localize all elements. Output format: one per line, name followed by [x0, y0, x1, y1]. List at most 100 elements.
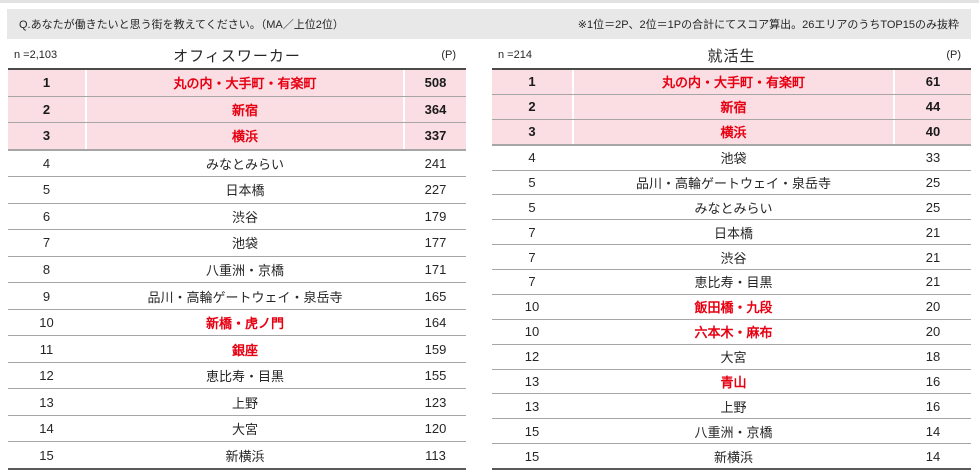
table-row: 7 日本橋 21: [492, 220, 971, 246]
rank-cell: 15: [524, 423, 540, 439]
rank-cell: 7: [528, 249, 536, 265]
score-cell: 25: [925, 199, 941, 215]
top-divider: [0, 0, 979, 3]
rank-cell: 1: [528, 74, 536, 90]
table-row: 12 恵比寿・目黒 155: [8, 363, 466, 390]
table-row: 15 新横浜 113: [8, 442, 466, 470]
score-cell: 21: [925, 249, 941, 265]
table-row: 3 横浜 337: [8, 123, 466, 151]
area-name-cell: 上野: [231, 395, 258, 411]
rank-cell: 3: [42, 128, 51, 144]
rank-cell: 1: [42, 75, 51, 91]
table-row: 8 八重洲・京橋 171: [8, 257, 466, 284]
area-name-cell: 渋谷: [231, 209, 258, 225]
table-row: 5 品川・高輪ゲートウェイ・泉岳寺 25: [492, 171, 971, 196]
rank-cell: 13: [39, 394, 54, 410]
rank-cell: 3: [528, 124, 536, 140]
area-name-cell: 新橋・虎ノ門: [205, 316, 284, 332]
table-row: 5 みなとみらい 25: [492, 195, 971, 221]
table-header: n =2,103 オフィスワーカー (P): [8, 42, 466, 70]
rank-cell: 13: [524, 398, 540, 414]
rank-cell: 9: [42, 288, 51, 304]
score-cell: 61: [925, 74, 941, 90]
question-text: Q.あなたが働きたいと思う街を教えてください。（MA／上位2位）: [19, 19, 344, 31]
area-name-cell: 上野: [720, 399, 747, 415]
table-row: 4 池袋 33: [492, 146, 971, 171]
score-cell: 16: [925, 398, 941, 414]
points-unit-label: (P): [441, 49, 456, 61]
area-name-cell: 日本橋: [713, 225, 753, 241]
score-cell: 337: [424, 128, 447, 144]
score-cell: 18: [925, 349, 941, 365]
table-row: 6 渋谷 179: [8, 204, 466, 231]
rank-cell: 10: [524, 299, 540, 315]
table-row: 1 丸の内・大手町・有楽町 61: [492, 70, 971, 95]
score-cell: 165: [424, 288, 447, 304]
table-row: 15 八重洲・京橋 14: [492, 419, 971, 445]
ranking-table-job-hunting-students: n =214 就活生 (P) 1 丸の内・大手町・有楽町 61 2 新宿 44 3 横浜 40 4…: [492, 42, 971, 470]
sample-size-label: n =2,103: [14, 49, 58, 61]
rank-cell: 5: [528, 199, 536, 215]
score-cell: 155: [424, 368, 447, 384]
rank-cell: 12: [39, 368, 54, 384]
table-row: 14 大宮 120: [8, 416, 466, 443]
score-cell: 16: [925, 373, 941, 389]
rank-cell: 7: [528, 274, 536, 290]
table-row: 10 飯田橋・九段 20: [492, 295, 971, 320]
table-body: 1 丸の内・大手町・有楽町 61 2 新宿 44 3 横浜 40 4 池袋 33 5 品川・高輪ゲートウェ…: [492, 70, 971, 470]
score-cell: 164: [424, 315, 447, 331]
rank-cell: 10: [39, 315, 54, 331]
area-name-cell: 品川・高輪ゲートウェイ・泉岳寺: [147, 289, 343, 305]
table-row: 11 銀座 159: [8, 336, 466, 363]
score-cell: 33: [925, 150, 941, 166]
area-name-cell: 恵比寿・目黒: [694, 275, 773, 291]
area-name-cell: 日本橋: [225, 183, 265, 199]
rank-cell: 4: [42, 155, 51, 171]
rank-cell: 6: [42, 208, 51, 224]
scoring-note-text: ※1位＝2P、2位＝1Pの合計にてスコア算出。26エリアのうちTOP15のみ抜粋: [577, 19, 959, 31]
area-name-cell: 青山: [720, 374, 747, 390]
table-row: 7 渋谷 21: [492, 245, 971, 270]
area-name-cell: 横浜: [572, 119, 895, 144]
area-name-cell: 渋谷: [720, 250, 747, 266]
area-name-cell: みなとみらい: [694, 200, 773, 216]
area-name-cell: 恵比寿・目黒: [205, 369, 284, 385]
rank-cell: 5: [42, 182, 51, 198]
score-cell: 20: [925, 299, 941, 315]
area-name-cell: 大宮: [231, 422, 258, 438]
table-title: オフィスワーカー: [173, 47, 301, 65]
area-name-cell: 新宿: [85, 96, 405, 123]
rank-cell: 7: [42, 235, 51, 251]
rank-cell: 2: [528, 99, 536, 115]
score-cell: 21: [925, 274, 941, 290]
table-row: 10 六本木・麻布 20: [492, 320, 971, 345]
table-row: 13 上野 16: [492, 394, 971, 420]
rank-cell: 10: [524, 324, 540, 340]
area-name-cell: 八重洲・京橋: [694, 424, 773, 440]
table-row: 2 新宿 44: [492, 94, 971, 120]
area-name-cell: 飯田橋・九段: [694, 300, 773, 316]
area-name-cell: 池袋: [720, 151, 747, 167]
rank-cell: 7: [528, 224, 536, 240]
score-cell: 21: [925, 224, 941, 240]
table-row: 2 新宿 364: [8, 96, 466, 124]
score-cell: 25: [925, 174, 941, 190]
table-title: 就活生: [707, 47, 756, 65]
table-row: 4 みなとみらい 241: [8, 151, 466, 178]
area-name-cell: 新宿: [572, 94, 895, 119]
score-cell: 14: [925, 448, 941, 464]
score-cell: 364: [424, 101, 447, 117]
area-name-cell: 六本木・麻布: [694, 325, 773, 341]
ranking-table-office-workers: n =2,103 オフィスワーカー (P) 1 丸の内・大手町・有楽町 508 2 新宿…: [8, 42, 466, 470]
area-name-cell: 池袋: [231, 236, 258, 252]
table-row: 12 大宮 18: [492, 345, 971, 370]
score-cell: 241: [424, 155, 447, 171]
area-name-cell: みなとみらい: [205, 156, 284, 172]
score-cell: 508: [424, 75, 447, 91]
rank-cell: 11: [39, 341, 54, 357]
score-cell: 159: [424, 341, 447, 357]
table-row: 13 青山 16: [492, 370, 971, 395]
table-row: 1 丸の内・大手町・有楽町 508: [8, 70, 466, 97]
table-header: n =214 就活生 (P): [492, 42, 971, 70]
score-cell: 40: [925, 124, 941, 140]
